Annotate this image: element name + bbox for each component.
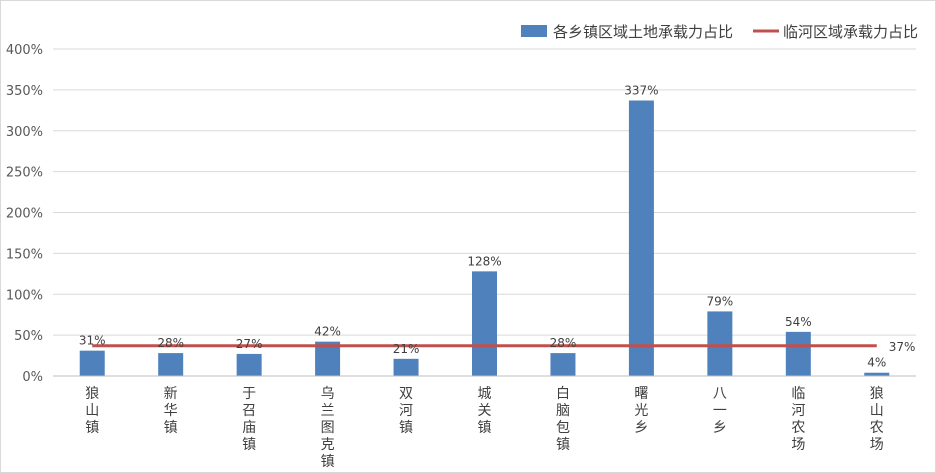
legend-bar-swatch xyxy=(521,25,547,37)
bar-value-label: 28% xyxy=(157,336,184,350)
y-tick-label: 300% xyxy=(6,125,43,140)
y-tick-label: 150% xyxy=(6,247,43,262)
bar xyxy=(158,353,184,376)
bar-value-label: 54% xyxy=(785,315,812,329)
data-labels: 31% 28% 27% 42% 21% 128% 28% 337% 79% 54% 4%37% xyxy=(79,84,916,370)
bar xyxy=(785,331,811,376)
bar-value-label: 337% xyxy=(624,84,658,98)
legend-bar-label: 各乡镇区域土地承载力占比 xyxy=(553,23,733,41)
bar-value-label: 21% xyxy=(393,342,420,356)
bar-value-label: 42% xyxy=(314,325,341,339)
bar xyxy=(315,341,341,376)
x-category-label: 双河镇 xyxy=(399,386,413,436)
x-category-label: 白脑包镇 xyxy=(556,386,570,453)
y-tick-label: 200% xyxy=(6,207,43,222)
bar xyxy=(79,350,105,376)
y-tick-label: 0% xyxy=(22,370,43,385)
bar xyxy=(550,353,576,376)
grid-lines xyxy=(53,48,916,336)
bar-value-label: 28% xyxy=(550,336,577,350)
reference-line-value-label: 37% xyxy=(889,340,916,354)
x-category-label: 临河农场 xyxy=(791,386,805,453)
legend: 各乡镇区域土地承载力占比 临河区域承载力占比 xyxy=(521,23,918,41)
x-category-label: 狼山镇 xyxy=(85,386,99,436)
x-category-label: 城关镇 xyxy=(478,386,492,436)
y-tick-label: 400% xyxy=(6,43,43,58)
y-tick-label: 100% xyxy=(6,288,43,303)
y-axis-tick-labels: 0% 50% 100% 150% 200% 250% 300% 350% 400% xyxy=(6,43,43,385)
y-tick-label: 250% xyxy=(6,166,43,181)
bar xyxy=(393,358,419,376)
x-category-label: 八一乡 xyxy=(713,386,727,436)
legend-line-label: 临河区域承载力占比 xyxy=(783,23,918,41)
x-category-label: 乌兰图克镇 xyxy=(321,386,335,470)
x-axis-category-labels: 狼山镇 新华镇 于召庙镇 乌兰图克镇 双河镇 城关镇 白脑包镇 曙光乡 八一乡 临河农场 狼山农场 xyxy=(85,386,884,470)
x-category-label: 狼山农场 xyxy=(870,386,884,453)
bar-value-label: 31% xyxy=(79,334,106,348)
y-tick-label: 350% xyxy=(6,84,43,99)
x-category-label: 新华镇 xyxy=(164,386,178,436)
bar-value-label: 128% xyxy=(467,254,501,268)
bar-value-label: 4% xyxy=(867,356,886,370)
bar xyxy=(707,311,733,376)
bars xyxy=(79,100,890,376)
bar xyxy=(236,353,262,376)
bar xyxy=(472,271,497,376)
bar xyxy=(628,100,654,376)
x-category-label: 曙光乡 xyxy=(634,386,648,436)
x-category-label: 于召庙镇 xyxy=(242,386,256,453)
bar-value-label: 79% xyxy=(707,294,734,308)
y-tick-label: 50% xyxy=(14,329,43,344)
bar xyxy=(864,372,890,376)
bar-value-label: 27% xyxy=(236,337,263,351)
